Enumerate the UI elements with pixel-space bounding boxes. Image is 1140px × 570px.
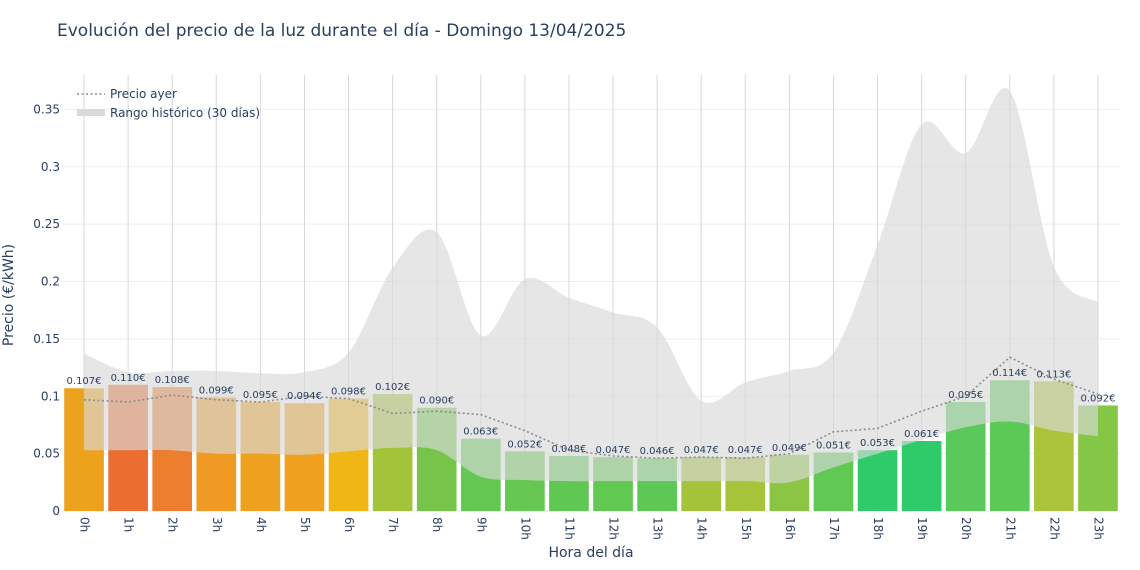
bar-label-15h: 0.047€ <box>728 445 763 456</box>
legend: Precio ayer Rango histórico (30 días) <box>77 87 260 120</box>
bar-label-8h: 0.090€ <box>419 396 454 407</box>
y-tick-label-6: 0.3 <box>41 160 60 174</box>
y-tick-label-5: 0.25 <box>33 217 60 231</box>
y-tick-label-7: 0.35 <box>33 102 60 116</box>
bar-label-2h: 0.108€ <box>155 375 190 386</box>
x-tick-label-18h: 18h <box>871 517 885 540</box>
x-tick-label-6h: 6h <box>342 517 356 532</box>
bar-label-9h: 0.063€ <box>463 427 498 438</box>
x-tick-label-2h: 2h <box>166 517 180 532</box>
x-tick-label-14h: 14h <box>695 517 709 540</box>
bar-18h[interactable] <box>857 450 898 511</box>
bar-label-13h: 0.046€ <box>640 446 675 457</box>
x-tick-label-19h: 19h <box>915 517 929 540</box>
y-axis-title: Precio (€/kWh) <box>1 244 17 346</box>
bar-label-6h: 0.098€ <box>331 387 366 398</box>
x-tick-label-12h: 12h <box>607 517 621 540</box>
x-tick-label-17h: 17h <box>827 517 841 540</box>
x-tick-label-9h: 9h <box>474 517 488 532</box>
bar-label-12h: 0.047€ <box>596 445 631 456</box>
y-tick-label-3: 0.15 <box>33 332 60 346</box>
yesterday-price-line <box>84 356 1099 460</box>
bar-label-20h: 0.095€ <box>948 390 983 401</box>
x-tick-label-3h: 3h <box>210 517 224 532</box>
x-axis-ticks: 0h 1h 2h 3h 4h 5h 6h 7h 8h 9h 10h 11h 12h 13h 14h 15h 16… <box>78 517 1106 540</box>
bar-label-7h: 0.102€ <box>375 382 410 393</box>
legend-range-swatch <box>77 109 105 116</box>
x-tick-label-15h: 15h <box>739 517 753 540</box>
x-tick-label-21h: 21h <box>1003 517 1017 540</box>
x-tick-label-1h: 1h <box>122 517 136 532</box>
bar-label-19h: 0.061€ <box>904 429 939 440</box>
y-tick-label-1: 0.05 <box>33 447 60 461</box>
x-tick-label-4h: 4h <box>254 517 268 532</box>
x-tick-label-7h: 7h <box>386 517 400 532</box>
bar-label-16h: 0.049€ <box>772 443 807 454</box>
bar-label-4h: 0.095€ <box>243 390 278 401</box>
bar-label-18h: 0.053€ <box>860 438 895 449</box>
historic-range-band <box>84 88 1098 484</box>
x-tick-label-23h: 23h <box>1091 517 1105 540</box>
bar-label-22h: 0.113€ <box>1036 369 1071 380</box>
x-tick-label-10h: 10h <box>518 517 532 540</box>
bar-label-1h: 0.110€ <box>111 373 146 384</box>
bar-19h[interactable] <box>901 441 942 511</box>
bar-label-17h: 0.051€ <box>816 440 851 451</box>
y-axis-ticks: 0 0.05 0.1 0.15 0.2 0.25 0.3 0.35 <box>33 102 60 518</box>
x-tick-label-13h: 13h <box>651 517 665 540</box>
bar-label-23h: 0.092€ <box>1080 393 1115 404</box>
bar-label-21h: 0.114€ <box>992 368 1027 379</box>
bar-label-5h: 0.094€ <box>287 391 322 402</box>
x-tick-label-22h: 22h <box>1047 517 1061 540</box>
x-tick-label-5h: 5h <box>298 517 312 532</box>
bar-label-10h: 0.052€ <box>507 439 542 450</box>
x-tick-label-11h: 11h <box>562 517 576 540</box>
y-tick-label-0: 0 <box>52 504 60 518</box>
x-tick-label-0h: 0h <box>78 517 92 532</box>
legend-range-label[interactable]: Rango histórico (30 días) <box>110 106 260 120</box>
bar-labels: 0.107€ 0.110€ 0.108€ 0.099€ 0.095€ 0.094€ 0.09… <box>67 368 1116 457</box>
bar-label-3h: 0.099€ <box>199 385 234 396</box>
bar-label-0h: 0.107€ <box>67 376 102 387</box>
y-tick-label-4: 0.2 <box>41 275 60 289</box>
x-tick-label-16h: 16h <box>783 517 797 540</box>
bar-label-11h: 0.048€ <box>551 444 586 455</box>
bar-label-14h: 0.047€ <box>684 445 719 456</box>
y-tick-label-2: 0.1 <box>41 389 60 403</box>
chart-title: Evolución del precio de la luz durante e… <box>57 21 627 41</box>
x-tick-label-20h: 20h <box>959 517 973 540</box>
legend-yesterday-label[interactable]: Precio ayer <box>110 87 177 101</box>
x-tick-label-8h: 8h <box>430 517 444 532</box>
x-axis-title: Hora del día <box>548 545 633 561</box>
